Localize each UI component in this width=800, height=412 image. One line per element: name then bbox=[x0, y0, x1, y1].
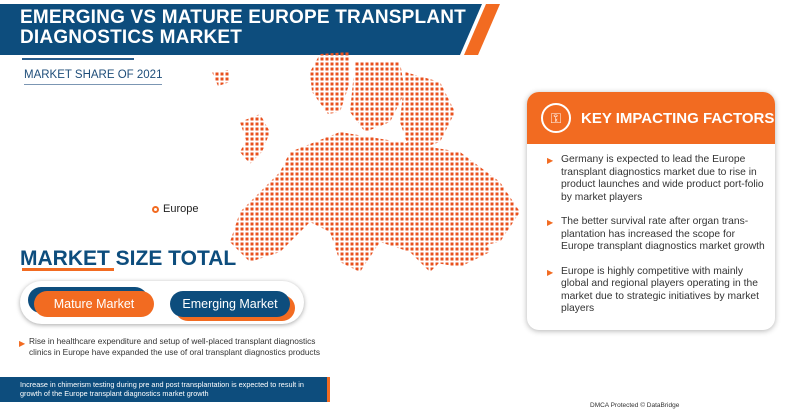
legend-marker-icon bbox=[152, 205, 159, 213]
item-text: Germany is expected to lead the Europe t… bbox=[561, 154, 764, 203]
bullet-arrow-icon: ▶ bbox=[547, 156, 554, 165]
emerging-market-button[interactable]: Emerging Market bbox=[170, 291, 290, 317]
list-item: ▶ Germany is expected to lead the Europe … bbox=[547, 154, 765, 204]
market-note: ▶ Rise in healthcare expenditure and set… bbox=[19, 336, 339, 358]
item-text: The better survival rate after organ tra… bbox=[561, 216, 765, 252]
hand-key-icon: ⚿ bbox=[541, 103, 571, 133]
item-text: Europe is highly competitive with mainly… bbox=[561, 265, 760, 315]
key-factors-list: ▶ Germany is expected to lead the Europe … bbox=[527, 144, 775, 316]
title-banner bbox=[0, 4, 500, 55]
market-toggle: Mature Market Emerging Market bbox=[20, 281, 304, 324]
market-share-label: MARKET SHARE OF 2021 bbox=[24, 69, 163, 85]
note-text: Rise in healthcare expenditure and setup… bbox=[29, 336, 321, 357]
title-line-1: EMERGING VS MATURE EUROPE TRANSPLANT bbox=[20, 7, 466, 28]
key-factors-title: KEY IMPACTING FACTORS bbox=[581, 109, 775, 127]
dmca-text: DMCA Protected © DataBridge bbox=[590, 402, 680, 409]
europe-dot-map bbox=[212, 52, 520, 272]
bullet-arrow-icon: ▶ bbox=[547, 218, 554, 227]
key-factors-card: ⚿ KEY IMPACTING FACTORS ▶ Germany is expe… bbox=[527, 92, 775, 330]
market-size-title: MARKET SIZE TOTAL bbox=[20, 247, 237, 270]
list-item: ▶ The better survival rate after organ tr… bbox=[547, 216, 765, 254]
bullet-arrow-icon: ▶ bbox=[547, 267, 554, 277]
divider bbox=[22, 268, 114, 271]
title-line-2: DIAGNOSTICS MARKET bbox=[20, 27, 243, 48]
legend-europe: Europe bbox=[152, 203, 198, 215]
mature-market-button[interactable]: Mature Market bbox=[34, 291, 154, 317]
page-title: EMERGING VS MATURE EUROPE TRANSPLANT DIA… bbox=[20, 8, 466, 48]
bullet-arrow-icon: ▶ bbox=[19, 339, 26, 348]
divider bbox=[22, 58, 134, 60]
legend-label: Europe bbox=[163, 203, 199, 215]
footer-banner: Increase in chimerism testing during pre… bbox=[0, 377, 330, 402]
list-item: ▶ Europe is highly competitive with mainl… bbox=[547, 266, 765, 316]
key-factors-header: ⚿ KEY IMPACTING FACTORS bbox=[527, 92, 775, 144]
